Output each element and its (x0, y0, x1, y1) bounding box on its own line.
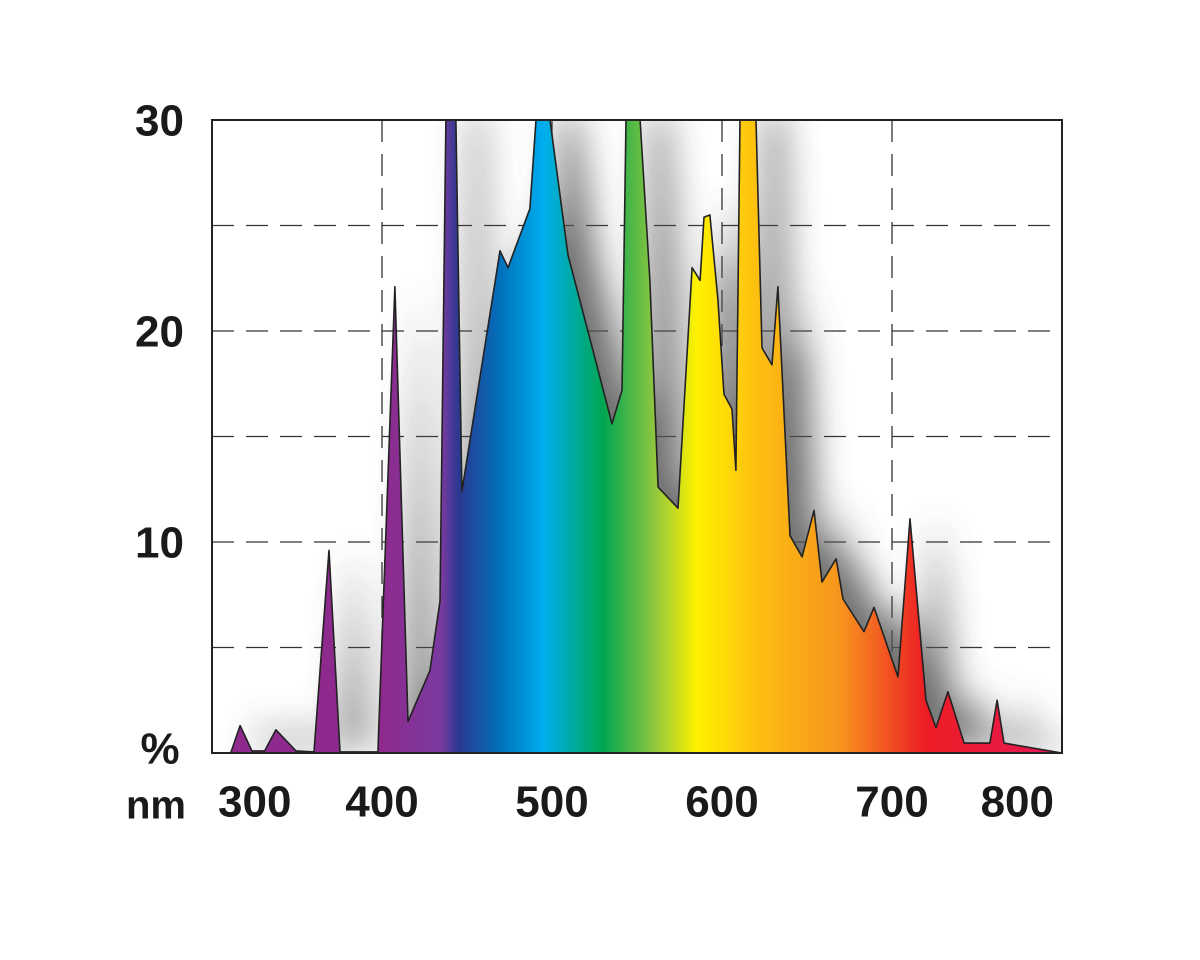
x-tick-label: 400 (345, 778, 418, 827)
x-tick-label: 500 (515, 778, 588, 827)
y-tick-label: 20 (135, 308, 184, 357)
plot-frame (211, 119, 1063, 754)
y-axis-label: % (140, 725, 179, 774)
x-tick-label: 700 (855, 778, 928, 827)
x-axis-label: nm (126, 784, 186, 828)
y-tick-label: 10 (135, 519, 184, 568)
spectrum-outline (229, 120, 1062, 753)
shadow (256, 120, 1062, 747)
x-tick-label: 600 (685, 778, 758, 827)
spectrum-area (230, 120, 1062, 753)
x-tick-label: 300 (218, 778, 291, 827)
x-tick-label: 800 (981, 778, 1054, 827)
y-tick-label: 30 (135, 97, 184, 146)
